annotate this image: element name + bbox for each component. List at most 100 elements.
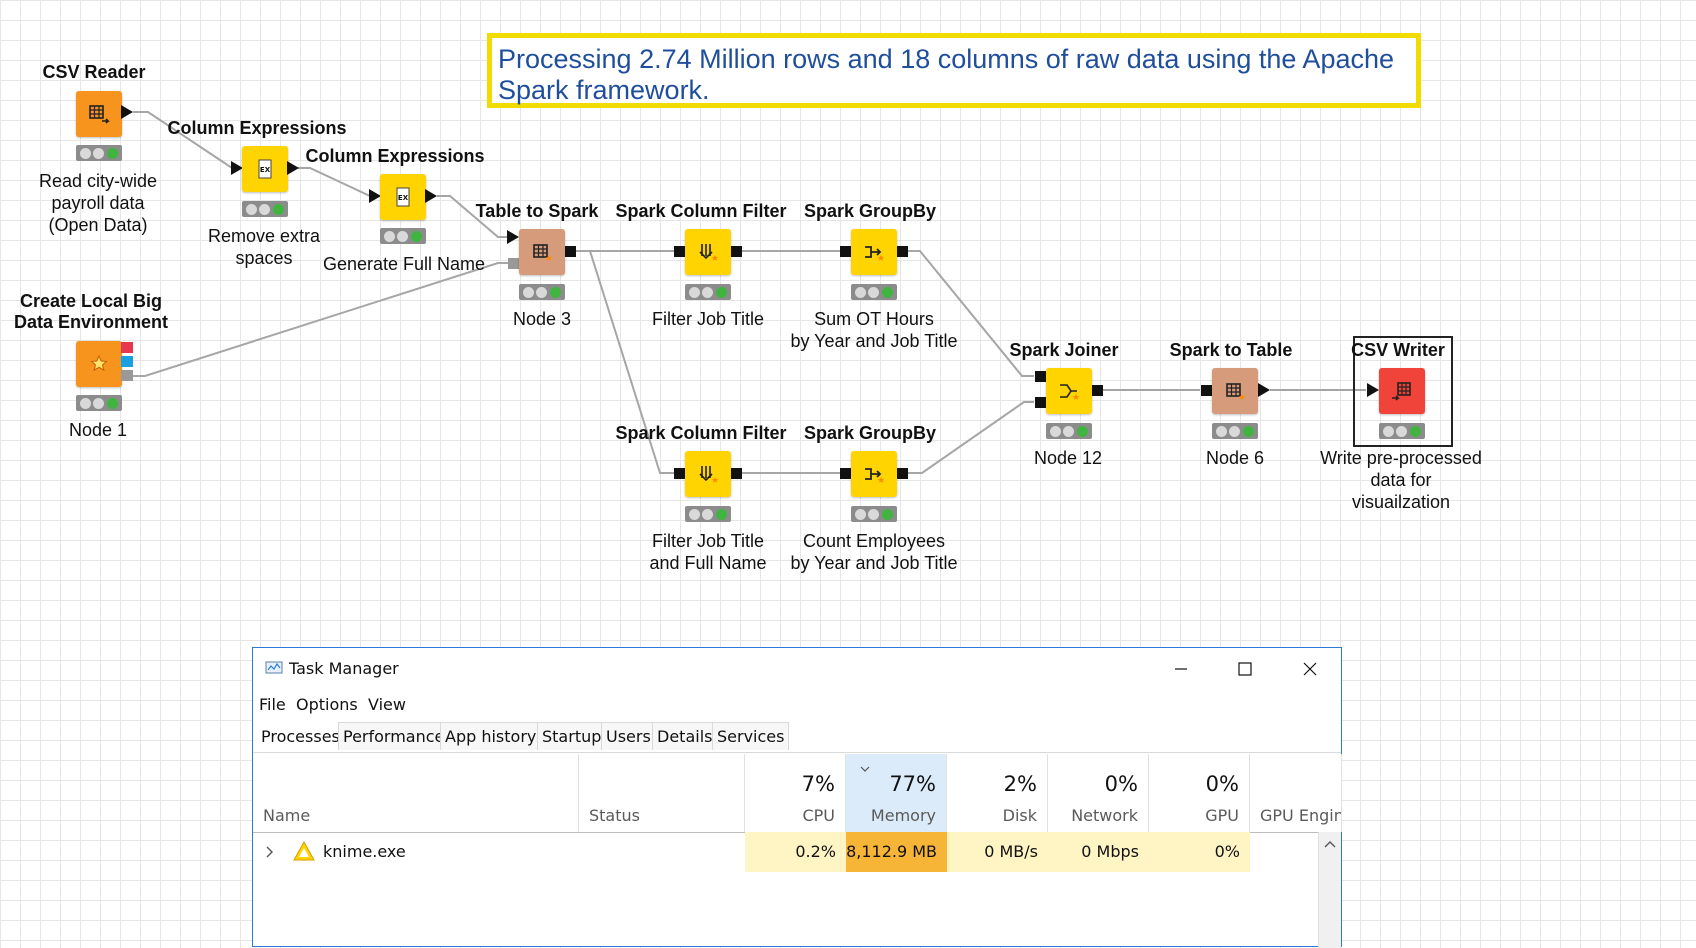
column-gpu-engine[interactable]: GPU Engine — [1250, 754, 1342, 832]
node-label[interactable]: Remove extra spaces — [207, 226, 321, 268]
table-spark-icon — [533, 244, 552, 261]
maximize-button[interactable] — [1223, 652, 1267, 686]
scroll-up-icon[interactable] — [1324, 840, 1336, 848]
node-label[interactable]: Node 1 — [68, 420, 128, 440]
output-port[interactable] — [121, 342, 133, 353]
minimize-button[interactable] — [1159, 652, 1203, 686]
output-port[interactable] — [731, 468, 742, 479]
node-label[interactable]: Read city-wide payroll data (Open Data) — [38, 171, 158, 235]
node-status-light — [76, 145, 122, 161]
column-status[interactable]: Status — [579, 754, 745, 832]
menu-options[interactable]: Options — [296, 695, 358, 714]
tab-details[interactable]: Details — [652, 722, 718, 750]
input-port[interactable] — [674, 246, 685, 257]
tab-app-history[interactable]: App history — [440, 722, 542, 750]
column-label: GPU — [1205, 806, 1239, 825]
input-port[interactable] — [1035, 371, 1046, 382]
gpu-value: 0% — [1149, 832, 1250, 872]
input-port[interactable] — [1367, 383, 1379, 397]
column-disk[interactable]: 2% Disk — [947, 754, 1048, 832]
output-port[interactable] — [1092, 385, 1103, 396]
expand-chevron-icon[interactable] — [266, 846, 274, 858]
node-status-light — [1379, 423, 1425, 439]
vertical-scrollbar[interactable] — [1318, 832, 1341, 948]
knime-icon — [293, 841, 315, 861]
tab-performance[interactable]: Performance — [338, 722, 450, 750]
tab-users[interactable]: Users — [601, 722, 656, 750]
input-port[interactable] — [674, 468, 685, 479]
column-expressions-node[interactable]: EX — [242, 146, 288, 192]
node-label[interactable]: Filter Job Title — [651, 309, 765, 329]
sort-chevron-down-icon — [860, 766, 870, 772]
spark-column-filter-node[interactable] — [685, 229, 731, 275]
node-label[interactable]: Filter Job Title and Full Name — [649, 531, 767, 573]
column-cpu[interactable]: 7% CPU — [745, 754, 846, 832]
output-port[interactable] — [121, 105, 133, 119]
menu-file[interactable]: File — [259, 695, 286, 714]
joiner-icon — [1060, 384, 1079, 400]
node-status-light — [685, 284, 731, 300]
output-port[interactable] — [425, 189, 437, 203]
node-label[interactable]: Node 12 — [1033, 448, 1103, 468]
spark-to-table-node[interactable] — [1212, 368, 1258, 414]
output-port[interactable] — [897, 468, 908, 479]
output-port[interactable] — [897, 246, 908, 257]
node-selection-box — [1353, 336, 1453, 447]
csv-reader-node[interactable] — [76, 91, 122, 137]
tab-startup[interactable]: Startup — [537, 722, 607, 750]
connection — [132, 262, 508, 377]
task-manager-window[interactable]: Task Manager File Options View Processes… — [252, 647, 1342, 948]
spark-groupby-node[interactable] — [851, 229, 897, 275]
output-port[interactable] — [731, 246, 742, 257]
table-to-spark-node[interactable] — [519, 229, 565, 275]
output-port[interactable] — [121, 356, 133, 367]
column-memory[interactable]: 77% Memory — [846, 754, 947, 832]
menu-view[interactable]: View — [368, 695, 406, 714]
node-label[interactable]: Count Employees by Year and Job Title — [790, 531, 958, 573]
node-label[interactable]: Generate Full Name — [322, 254, 486, 274]
input-port[interactable] — [840, 246, 851, 257]
column-expressions-node[interactable]: EX — [380, 174, 426, 220]
input-port[interactable] — [369, 189, 381, 203]
spark-groupby-node[interactable] — [851, 451, 897, 497]
close-button[interactable] — [1288, 652, 1332, 686]
input-port[interactable] — [840, 468, 851, 479]
output-port[interactable] — [565, 246, 576, 257]
node-label[interactable]: Write pre-processed data for visuailzati… — [1320, 448, 1482, 512]
tab-processes[interactable]: Processes — [256, 722, 345, 750]
tab-services[interactable]: Services — [712, 722, 790, 750]
output-port[interactable] — [121, 370, 133, 381]
column-name[interactable]: Name — [253, 754, 579, 832]
tab-bar: Processes Performance App history Startu… — [253, 720, 1341, 753]
column-network[interactable]: 0% Network — [1048, 754, 1149, 832]
maximize-icon — [1238, 662, 1252, 676]
spark-column-filter-node[interactable] — [685, 451, 731, 497]
table-row[interactable]: knime.exe 0.2% 8,112.9 MB 0 MB/s 0 Mbps … — [253, 832, 1341, 872]
node-title: Spark Joiner — [1009, 340, 1119, 360]
connection — [437, 195, 508, 238]
create-big-data-env-node[interactable] — [76, 341, 122, 387]
output-port[interactable] — [1258, 383, 1270, 397]
output-port[interactable] — [287, 161, 299, 175]
input-port[interactable] — [1035, 397, 1046, 408]
minimize-icon — [1175, 668, 1187, 670]
process-table-header: Name Status 7% CPU 77% Memory 2% Disk 0%… — [253, 754, 1342, 833]
expression-icon: EX — [258, 159, 272, 179]
node-title: Column Expressions — [167, 118, 347, 138]
column-percent: 0% — [1205, 772, 1239, 796]
node-title: Spark to Table — [1169, 340, 1293, 360]
input-port[interactable] — [508, 258, 519, 269]
input-port[interactable] — [231, 161, 243, 175]
workflow-annotation[interactable]: Processing 2.74 Million rows and 18 colu… — [487, 33, 1421, 108]
node-label[interactable]: Node 6 — [1205, 448, 1265, 468]
column-gpu[interactable]: 0% GPU — [1149, 754, 1250, 832]
input-port[interactable] — [1201, 385, 1212, 396]
title-bar[interactable]: Task Manager — [253, 648, 1341, 690]
spark-joiner-node[interactable] — [1046, 368, 1092, 414]
node-status-light — [380, 228, 426, 244]
node-label[interactable]: Sum OT Hours by Year and Job Title — [790, 309, 958, 351]
network-value: 0 Mbps — [1048, 832, 1149, 872]
csv-writer-node[interactable] — [1379, 368, 1425, 414]
node-label[interactable]: Node 3 — [512, 309, 572, 329]
input-port[interactable] — [507, 230, 519, 244]
